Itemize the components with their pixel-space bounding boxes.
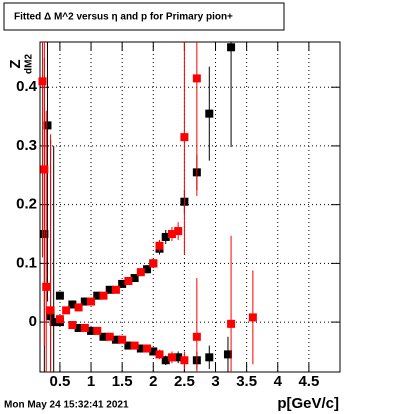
point bbox=[49, 318, 58, 327]
x-tick-label: 2.5 bbox=[174, 373, 195, 390]
title-box bbox=[3, 2, 285, 31]
x-tick-label: 0.5 bbox=[49, 373, 70, 390]
point bbox=[42, 282, 51, 291]
point bbox=[205, 353, 214, 362]
timestamp: Mon May 24 15:32:41 2021 bbox=[4, 400, 129, 411]
point bbox=[180, 133, 189, 142]
point bbox=[68, 300, 77, 309]
point bbox=[136, 268, 145, 277]
x-tick-label: 3.5 bbox=[236, 373, 257, 390]
point bbox=[43, 121, 52, 130]
point bbox=[227, 43, 236, 52]
point bbox=[74, 323, 83, 332]
y-tick-label: 0.1 bbox=[16, 254, 37, 271]
x-tick-label: 4 bbox=[274, 373, 283, 390]
chart-title: Fitted Δ M^2 versus η and p for Primary … bbox=[14, 12, 233, 23]
x-tick-label: 3 bbox=[211, 373, 219, 390]
x-tick-label: 1 bbox=[87, 373, 95, 390]
point bbox=[87, 297, 96, 306]
point bbox=[192, 74, 201, 83]
point bbox=[136, 344, 145, 353]
point bbox=[118, 279, 127, 288]
point bbox=[38, 77, 47, 86]
x-tick-label: 2 bbox=[149, 373, 157, 390]
x-axis-label: p[GeV/c] bbox=[277, 395, 339, 412]
point bbox=[55, 315, 64, 324]
point bbox=[161, 356, 170, 365]
point bbox=[80, 297, 89, 306]
point bbox=[174, 227, 183, 236]
point bbox=[55, 291, 64, 300]
point bbox=[227, 319, 236, 328]
point bbox=[223, 350, 232, 359]
point bbox=[99, 291, 108, 300]
point bbox=[143, 344, 152, 353]
point bbox=[80, 323, 89, 332]
y-tick-label: 0.4 bbox=[16, 78, 38, 95]
point bbox=[149, 347, 158, 356]
point bbox=[87, 326, 96, 335]
point bbox=[124, 341, 133, 350]
point bbox=[111, 285, 120, 294]
point bbox=[130, 341, 139, 350]
point bbox=[40, 165, 49, 174]
point bbox=[192, 332, 201, 341]
point bbox=[180, 356, 189, 365]
y-tick-label: 0 bbox=[29, 313, 37, 330]
plot-frame bbox=[39, 41, 341, 373]
point bbox=[111, 335, 120, 344]
y-tick-label: 0.2 bbox=[16, 196, 37, 213]
point bbox=[74, 303, 83, 312]
y-axis-label: Z bbox=[7, 59, 24, 68]
point bbox=[149, 259, 158, 268]
point bbox=[143, 265, 152, 274]
point bbox=[118, 335, 127, 344]
point bbox=[93, 291, 102, 300]
point bbox=[155, 350, 164, 359]
point bbox=[155, 241, 164, 250]
point bbox=[105, 332, 114, 341]
y-tick-label: 0.3 bbox=[16, 137, 37, 154]
point bbox=[124, 276, 133, 285]
point bbox=[62, 306, 71, 315]
point bbox=[167, 353, 176, 362]
point bbox=[68, 321, 77, 330]
point bbox=[248, 313, 257, 322]
point bbox=[130, 274, 139, 283]
point bbox=[105, 285, 114, 294]
x-tick-label: 4.5 bbox=[298, 373, 319, 390]
point bbox=[93, 326, 102, 335]
point bbox=[205, 109, 214, 118]
point bbox=[99, 332, 108, 341]
point bbox=[167, 230, 176, 239]
x-tick-label: 1.5 bbox=[112, 373, 133, 390]
point bbox=[46, 306, 55, 315]
point bbox=[161, 232, 170, 241]
point bbox=[174, 353, 183, 362]
y-axis-label-sub: dM2 bbox=[24, 54, 35, 74]
